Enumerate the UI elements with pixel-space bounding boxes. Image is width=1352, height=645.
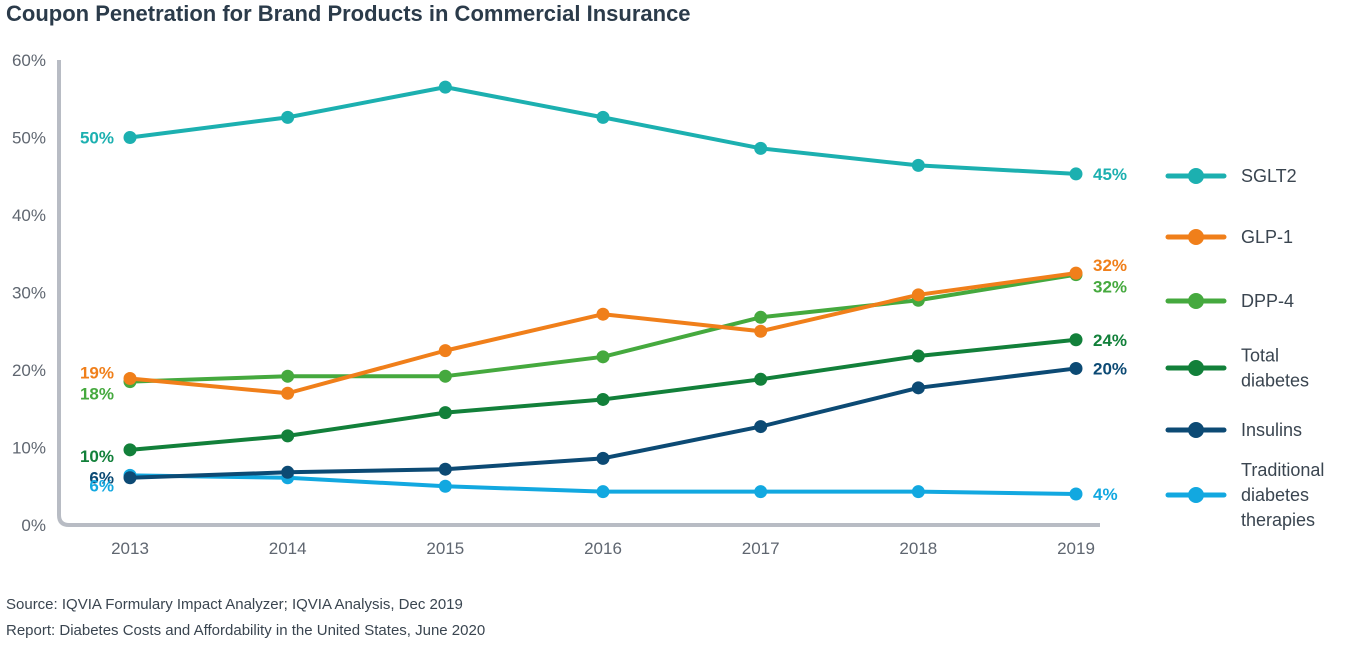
data-point [438, 80, 452, 94]
legend-swatch-dot [1188, 422, 1204, 438]
source-note: Source: IQVIA Formulary Impact Analyzer;… [6, 596, 463, 613]
y-tick-label: 50% [12, 129, 46, 148]
data-point [596, 485, 610, 499]
end-data-label: 20% [1093, 359, 1127, 378]
data-point [438, 406, 452, 420]
data-point [911, 485, 925, 499]
x-tick-label: 2017 [742, 539, 780, 558]
x-tick-label: 2015 [426, 539, 464, 558]
axis-line [57, 60, 1100, 527]
data-point [123, 372, 137, 386]
data-point [911, 381, 925, 395]
series-line [129, 85, 1077, 176]
x-tick-label: 2019 [1057, 539, 1095, 558]
data-point [596, 307, 610, 321]
data-point [1069, 487, 1083, 501]
start-data-label: 19% [80, 364, 114, 383]
data-point [754, 141, 768, 155]
data-point [596, 392, 610, 406]
data-point [438, 344, 452, 358]
y-tick-label: 0% [21, 516, 46, 535]
data-point [911, 349, 925, 363]
data-point [754, 485, 768, 499]
legend-label: DPP-4 [1241, 291, 1294, 311]
x-tick-label: 2013 [111, 539, 149, 558]
y-tick-label: 20% [12, 361, 46, 380]
legend-label: diabetes [1241, 485, 1309, 505]
y-tick-label: 60% [12, 51, 46, 70]
data-point [281, 369, 295, 383]
y-tick-label: 10% [12, 439, 46, 458]
data-point [123, 131, 137, 144]
line-chart: 0% 10% 20% 30% 40% 50% 60% 2013 2014 2015 2016 2017… [12, 51, 1324, 558]
x-tick-label: 2014 [269, 539, 307, 558]
data-point [438, 369, 452, 383]
start-data-label: 50% [80, 129, 114, 148]
data-point [1069, 167, 1083, 181]
data-point [911, 288, 925, 302]
data-point [281, 465, 295, 479]
data-point [1069, 333, 1083, 347]
end-data-label: 24% [1093, 331, 1127, 350]
data-point [754, 420, 768, 434]
start-data-label: 6% [89, 476, 114, 495]
data-point [596, 451, 610, 465]
legend-swatch-dot [1188, 168, 1204, 184]
data-point [754, 310, 768, 324]
data-point [438, 462, 452, 476]
legend-swatch-dot [1188, 293, 1204, 309]
y-tick-label: 30% [12, 284, 46, 303]
x-tick-label: 2018 [899, 539, 937, 558]
data-point [754, 324, 768, 338]
x-tick-label: 2016 [584, 539, 622, 558]
end-data-label: 4% [1093, 485, 1118, 504]
start-data-label: 18% [80, 385, 114, 404]
legend-label: therapies [1241, 510, 1315, 530]
data-point [281, 386, 295, 400]
data-point [1069, 266, 1083, 280]
end-data-label: 32% [1093, 256, 1127, 275]
data-point [754, 372, 768, 386]
data-point [281, 110, 295, 124]
legend-label: Traditional [1241, 460, 1324, 480]
start-data-label: 10% [80, 447, 114, 466]
end-data-label: 45% [1093, 165, 1127, 184]
data-point [123, 471, 137, 485]
data-point [438, 479, 452, 493]
legend-swatch-dot [1188, 229, 1204, 245]
end-data-label: 32% [1093, 278, 1127, 297]
legend-swatch-dot [1188, 487, 1204, 503]
legend-swatch-dot [1188, 360, 1204, 376]
data-point [911, 158, 925, 172]
data-point [123, 443, 137, 457]
legend-label: Total [1241, 346, 1279, 366]
start-data-label: 6% [89, 469, 114, 488]
data-point [1069, 361, 1083, 375]
y-tick-label: 40% [12, 206, 46, 225]
legend-label: SGLT2 [1241, 166, 1297, 186]
chart-title: Coupon Penetration for Brand Products in… [6, 1, 691, 26]
legend-label: diabetes [1241, 371, 1309, 391]
legend-label: Insulins [1241, 420, 1302, 440]
data-point [596, 110, 610, 124]
report-note: Report: Diabetes Costs and Affordability… [6, 622, 486, 639]
data-point [281, 429, 295, 443]
data-point [596, 350, 610, 364]
legend-label: GLP-1 [1241, 227, 1293, 247]
